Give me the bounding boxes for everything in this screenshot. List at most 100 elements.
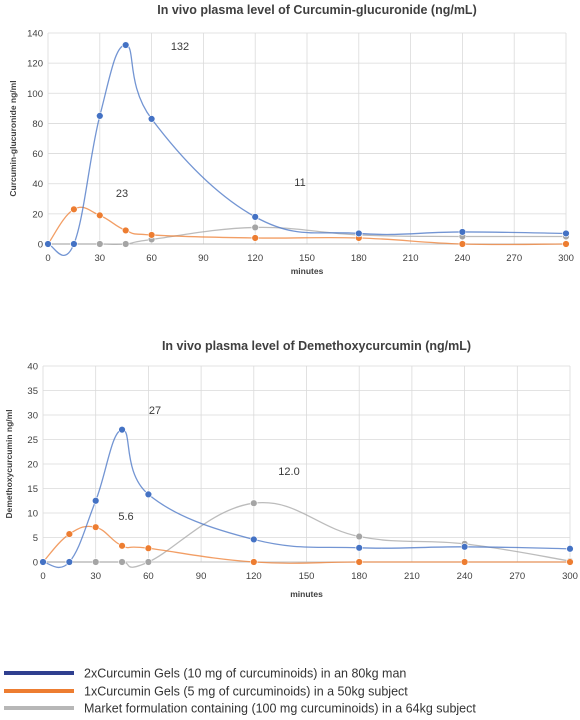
legend-label: Market formulation containing (100 mg cu… [84, 702, 476, 716]
y-tick-label: 25 [27, 435, 38, 446]
data-point-series-1 [96, 112, 104, 120]
series-line-2 [42, 525, 570, 564]
data-point-series-2 [355, 558, 363, 566]
y-tick-label: 40 [27, 362, 38, 373]
data-point-series-3 [250, 499, 258, 507]
data-point-series-3 [121, 240, 130, 248]
data-point-series-2 [65, 530, 74, 538]
y-tick-label: 140 [27, 29, 43, 40]
data-label: 11 [294, 177, 305, 189]
y-tick-label: 5 [33, 533, 38, 544]
data-point-series-2 [460, 558, 469, 566]
series-line-1 [42, 429, 571, 569]
data-point-series-1 [355, 544, 363, 552]
y-tick-label: 30 [27, 411, 38, 422]
x-tick-label: 210 [403, 253, 419, 264]
x-tick-label: 240 [457, 571, 473, 582]
data-point-series-2 [144, 544, 153, 552]
x-tick-label: 150 [299, 571, 315, 582]
y-tick-label: 0 [38, 240, 43, 251]
x-tick-label: 0 [40, 571, 45, 582]
data-point-series-2 [121, 226, 130, 235]
data-point-series-1 [355, 229, 363, 238]
x-tick-label: 300 [558, 253, 574, 264]
data-point-series-1 [147, 115, 156, 123]
data-point-series-1 [458, 228, 467, 236]
series-line-2 [47, 206, 567, 246]
data-point-series-1 [250, 535, 258, 544]
series-line-3 [43, 501, 571, 568]
x-tick-label: 240 [454, 253, 470, 264]
y-tick-label: 0 [33, 558, 38, 569]
data-label: 132 [171, 41, 189, 53]
data-point-series-1 [65, 558, 74, 566]
y-tick-label: 60 [32, 149, 43, 160]
chart-1: In vivo plasma level of Curcumin-glucuro… [8, 3, 574, 276]
data-label: 23 [116, 188, 128, 200]
data-point-series-1 [39, 558, 47, 566]
data-point-series-2 [96, 211, 104, 220]
x-axis-title: minutes [290, 589, 323, 599]
x-tick-label: 0 [45, 253, 50, 264]
data-point-series-1 [121, 41, 130, 49]
data-point-series-3 [251, 223, 259, 232]
data-point-series-2 [250, 558, 258, 566]
data-point-series-1 [91, 497, 100, 505]
legend: 2xCurcumin Gels (10 mg of curcuminoids) … [4, 667, 476, 716]
y-tick-label: 35 [27, 386, 38, 397]
data-point-series-1 [118, 426, 126, 434]
x-tick-label: 60 [146, 253, 157, 264]
x-tick-label: 60 [143, 571, 154, 582]
data-point-series-1 [251, 213, 259, 221]
y-tick-label: 120 [27, 59, 43, 70]
x-tick-label: 270 [506, 253, 522, 264]
x-tick-label: 120 [246, 571, 262, 582]
chart-2: In vivo plasma level of Demethoxycurcumi… [4, 339, 578, 599]
y-tick-label: 80 [32, 119, 43, 130]
data-point-series-3 [144, 558, 153, 566]
x-tick-label: 30 [95, 253, 106, 264]
data-label: 27 [149, 405, 161, 417]
x-tick-label: 270 [509, 571, 525, 582]
data-point-series-1 [44, 240, 52, 248]
data-point-series-2 [118, 542, 126, 550]
series-line-3 [48, 226, 567, 246]
data-point-series-2 [91, 523, 100, 531]
y-tick-label: 40 [32, 179, 43, 190]
x-tick-label: 180 [351, 253, 367, 264]
x-tick-label: 150 [299, 253, 315, 264]
data-point-series-1 [70, 240, 78, 248]
data-point-series-3 [96, 240, 104, 248]
series-line-1 [47, 44, 567, 256]
chart-title: In vivo plasma level of Curcumin-glucuro… [157, 3, 476, 17]
y-tick-label: 100 [27, 89, 43, 100]
x-axis-title: minutes [291, 266, 324, 276]
x-tick-label: 30 [90, 571, 101, 582]
data-point-series-2 [147, 231, 156, 239]
x-tick-label: 210 [404, 571, 420, 582]
legend-label: 2xCurcumin Gels (10 mg of curcuminoids) … [84, 667, 406, 681]
data-point-series-2 [70, 205, 78, 214]
data-point-series-3 [118, 558, 126, 566]
y-tick-label: 20 [27, 460, 38, 471]
data-label: 12.0 [278, 466, 299, 478]
data-point-series-1 [144, 490, 153, 499]
legend-label: 1xCurcumin Gels (5 mg of curcuminoids) i… [84, 685, 408, 699]
y-axis-title: Curcumin-glucuronide ng/ml [8, 80, 18, 196]
y-tick-label: 15 [27, 484, 38, 495]
x-tick-label: 90 [198, 253, 209, 264]
data-label: 5.6 [118, 511, 133, 523]
data-point-series-1 [562, 229, 570, 238]
data-point-series-1 [460, 543, 469, 551]
x-tick-label: 300 [562, 571, 578, 582]
data-point-series-1 [566, 545, 574, 553]
y-tick-label: 20 [32, 209, 43, 220]
x-tick-label: 90 [196, 571, 207, 582]
data-point-series-3 [91, 558, 100, 566]
x-tick-label: 180 [351, 571, 367, 582]
data-point-series-2 [251, 234, 259, 242]
data-point-series-3 [355, 532, 363, 541]
x-tick-label: 120 [247, 253, 263, 264]
data-point-series-2 [566, 558, 574, 566]
